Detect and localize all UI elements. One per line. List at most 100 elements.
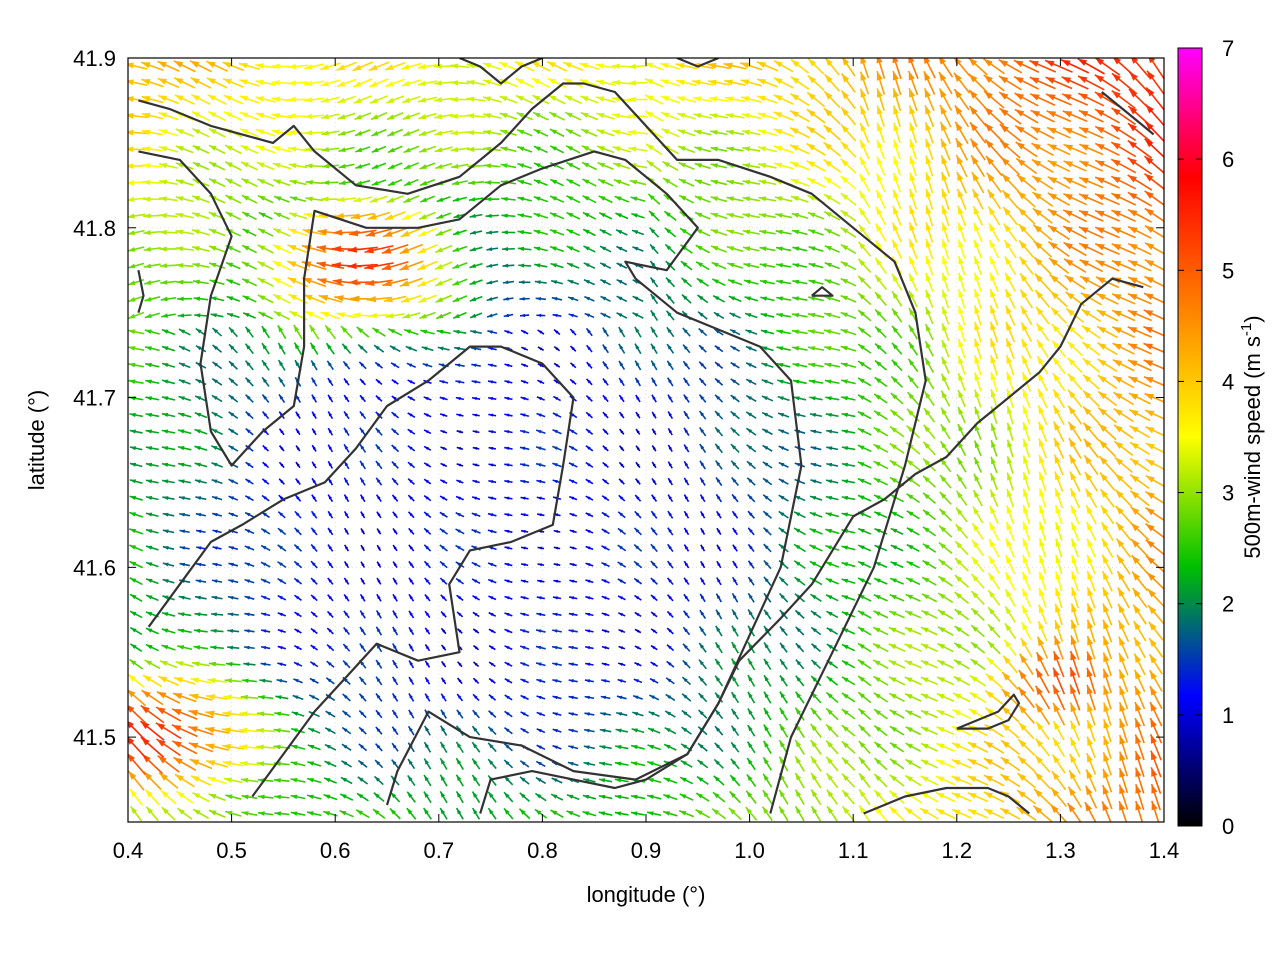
wind-arrow	[292, 694, 304, 701]
wind-arrow	[728, 807, 742, 821]
wind-arrow	[174, 773, 195, 788]
wind-arrow	[552, 679, 562, 683]
wind-arrow	[582, 794, 597, 800]
wind-arrow	[173, 676, 196, 685]
wind-arrow	[681, 726, 692, 735]
wind-arrow	[455, 774, 464, 787]
wind-arrow	[1119, 734, 1129, 760]
wind-arrow	[503, 743, 513, 752]
wind-arrow	[763, 691, 772, 704]
wind-arrow	[1067, 786, 1083, 808]
wind-arrow	[841, 805, 855, 822]
wind-arrow	[536, 744, 546, 751]
wind-arrow	[616, 695, 627, 700]
wind-arrow	[632, 694, 643, 700]
wind-arrow	[1084, 785, 1098, 809]
wind-arrow	[407, 774, 416, 787]
wind-arrow	[614, 794, 629, 800]
wind-arrow	[858, 724, 871, 738]
wind-arrow	[632, 711, 644, 717]
wind-arrow	[935, 775, 956, 786]
wind-arrow	[696, 775, 709, 786]
wind-arrow	[455, 790, 464, 804]
wind-arrow	[1000, 756, 1021, 772]
wind-arrow	[1150, 767, 1162, 794]
y-tick-label: 41.8	[73, 216, 116, 241]
wind-arrow	[568, 745, 579, 750]
wind-arrow	[324, 743, 337, 751]
wind-arrow	[1051, 770, 1067, 791]
wind-arrow	[552, 728, 562, 733]
wind-arrow	[274, 811, 290, 816]
wind-arrow	[664, 710, 676, 718]
wind-arrow	[1035, 703, 1051, 725]
wind-arrow	[952, 709, 972, 720]
colorbar-tick-label: 7	[1222, 36, 1234, 61]
wind-arrow	[825, 723, 839, 738]
wind-arrow	[223, 694, 244, 700]
wind-arrow	[646, 811, 662, 817]
wind-arrow	[550, 809, 564, 818]
wind-arrow	[488, 694, 497, 701]
wind-arrow	[275, 695, 289, 700]
wind-arrow	[341, 726, 352, 735]
wind-arrow	[794, 691, 805, 704]
wind-arrow	[663, 743, 677, 751]
wind-arrow	[1102, 784, 1113, 810]
wind-arrow	[1017, 686, 1036, 709]
wind-arrow	[389, 807, 401, 820]
wind-arrow	[746, 773, 757, 787]
wind-arrow	[920, 676, 939, 686]
x-tick-label: 0.9	[631, 838, 662, 863]
wind-arrow	[1016, 789, 1037, 805]
wind-arrow	[358, 709, 367, 719]
wind-arrow	[456, 693, 464, 702]
wind-arrow	[1118, 751, 1129, 777]
wind-arrow	[762, 756, 773, 771]
wind-arrow	[1066, 802, 1082, 822]
wind-arrow	[983, 774, 1005, 787]
wind-arrow	[712, 791, 726, 803]
wind-arrow	[324, 760, 337, 768]
colorbar-tick-label: 6	[1222, 147, 1234, 172]
wind-arrow	[472, 693, 480, 702]
wind-arrow	[983, 791, 1005, 803]
wind-arrow	[290, 727, 305, 734]
wind-arrow	[1149, 733, 1162, 761]
wind-arrow	[873, 773, 888, 788]
wind-arrow	[582, 810, 597, 817]
wind-arrow	[357, 759, 368, 768]
wind-arrow	[778, 806, 789, 822]
wind-arrow	[695, 809, 711, 819]
wind-arrow	[841, 692, 856, 703]
wind-arrow	[1086, 702, 1096, 726]
wind-arrow	[423, 774, 432, 787]
wind-arrow	[810, 739, 822, 755]
x-tick-label: 1.0	[734, 838, 765, 863]
wind-arrow	[144, 788, 160, 806]
wind-arrow	[1033, 788, 1052, 806]
y-tick-label: 41.7	[73, 386, 116, 411]
wind-arrow	[293, 678, 303, 684]
wind-arrow	[698, 675, 708, 686]
wind-arrow	[552, 744, 562, 750]
wind-arrow	[889, 774, 905, 787]
wind-arrow	[1069, 753, 1081, 775]
wind-arrow	[841, 676, 856, 686]
wind-arrow	[1135, 784, 1145, 811]
wind-arrow	[665, 677, 675, 685]
wind-arrow	[598, 778, 613, 783]
wind-arrow	[566, 794, 580, 801]
wind-arrow	[536, 678, 546, 683]
wind-arrow	[439, 807, 448, 820]
wind-arrow	[936, 709, 955, 719]
wind-arrow	[471, 758, 481, 770]
wind-arrow	[503, 791, 514, 803]
wind-arrow	[873, 741, 888, 754]
wind-arrow	[681, 709, 692, 719]
wind-arrow	[391, 759, 400, 769]
wind-arrow	[142, 674, 162, 688]
wind-arrow	[440, 709, 448, 719]
wind-arrow	[534, 808, 548, 819]
wind-arrow	[257, 794, 274, 800]
